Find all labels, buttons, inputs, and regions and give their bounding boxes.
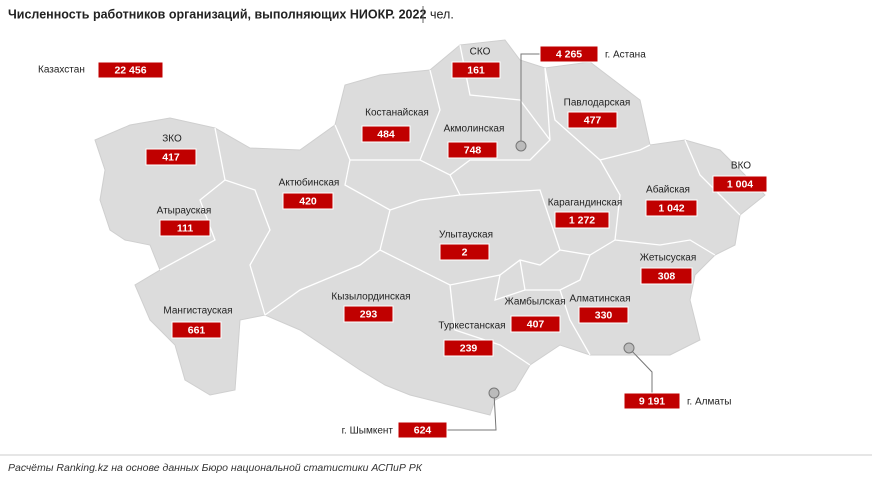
- value-box: [439, 243, 490, 261]
- value-box: [712, 175, 768, 193]
- region-name: Карагандинская: [548, 198, 623, 209]
- value-box: [343, 305, 394, 323]
- value-label: 748: [464, 144, 482, 156]
- region-name: Жамбылская: [505, 296, 566, 308]
- leader-line: [628, 347, 653, 393]
- value-box: [578, 306, 629, 324]
- region-name: Атырауская: [157, 206, 212, 217]
- value-label: 407: [527, 318, 545, 330]
- city-name: г. Алматы: [687, 397, 731, 408]
- value-box: [623, 392, 681, 410]
- region-name: Актюбинская: [279, 177, 340, 189]
- value-box: [171, 321, 222, 339]
- value-box: [397, 421, 448, 439]
- city-name: г. Шымкент: [342, 426, 394, 437]
- title: Численность работников организаций, выпо…: [8, 7, 426, 21]
- value-label: 661: [188, 324, 206, 336]
- region-name: Туркестанская: [438, 321, 505, 332]
- value-box: [447, 141, 498, 159]
- region-name: ЗКО: [162, 134, 182, 145]
- value-box: [361, 125, 411, 143]
- region-name: Костанайская: [365, 108, 429, 119]
- value-label: 420: [299, 195, 317, 207]
- value-label: 477: [584, 114, 602, 126]
- source: Расчёты Ranking.kz на основе данных Бюро…: [8, 462, 423, 474]
- region-name: СКО: [470, 47, 491, 58]
- value-label: 417: [162, 151, 180, 163]
- value-label: 161: [467, 64, 485, 76]
- region-name: Акмолинская: [444, 124, 505, 135]
- city-dot: [623, 342, 635, 354]
- total-label: Казахстан: [38, 65, 85, 76]
- region-name: Алматинская: [570, 294, 631, 305]
- value-label: 2: [462, 246, 468, 258]
- region-name: ВКО: [731, 161, 751, 172]
- value-box: [640, 267, 693, 285]
- value-label: 239: [460, 342, 478, 354]
- region-name: Мангистауская: [163, 306, 232, 317]
- value-box: [443, 339, 494, 357]
- value-box: [510, 315, 561, 333]
- unit: чел.: [430, 7, 454, 21]
- value-box: [282, 192, 334, 210]
- value-label: 9 191: [639, 395, 665, 407]
- region-name: Павлодарская: [564, 98, 631, 109]
- leader-line: [447, 392, 497, 431]
- city-name: г. Астана: [605, 50, 646, 61]
- value-box: [97, 61, 164, 79]
- value-label: 4 265: [556, 48, 582, 60]
- value-label: 1 004: [727, 178, 753, 190]
- value-label: 1 272: [569, 214, 595, 226]
- value-label: 308: [658, 270, 676, 282]
- region-name: Жетысуская: [640, 253, 697, 264]
- region-name: Кызылординская: [331, 292, 410, 303]
- value-box: [451, 61, 501, 79]
- value-box: [159, 219, 211, 237]
- value-box: [567, 111, 618, 129]
- region-borders: [159, 44, 741, 366]
- region-name: Улытауская: [439, 230, 493, 241]
- value-box: [145, 148, 197, 166]
- value-label: 330: [595, 309, 613, 321]
- value-box: [645, 199, 698, 217]
- leader-line: [520, 53, 540, 146]
- city-dot: [488, 387, 500, 399]
- value-label: 1 042: [658, 202, 684, 214]
- value-label: 111: [177, 222, 194, 234]
- value-label: 624: [414, 424, 432, 436]
- value-label: 484: [377, 128, 395, 140]
- region-name: Абайская: [646, 184, 690, 196]
- city-dot: [515, 140, 527, 152]
- value-box: [554, 211, 610, 229]
- value-box: [539, 45, 599, 63]
- value-label: 22 456: [114, 64, 146, 76]
- value-label: 293: [360, 308, 378, 320]
